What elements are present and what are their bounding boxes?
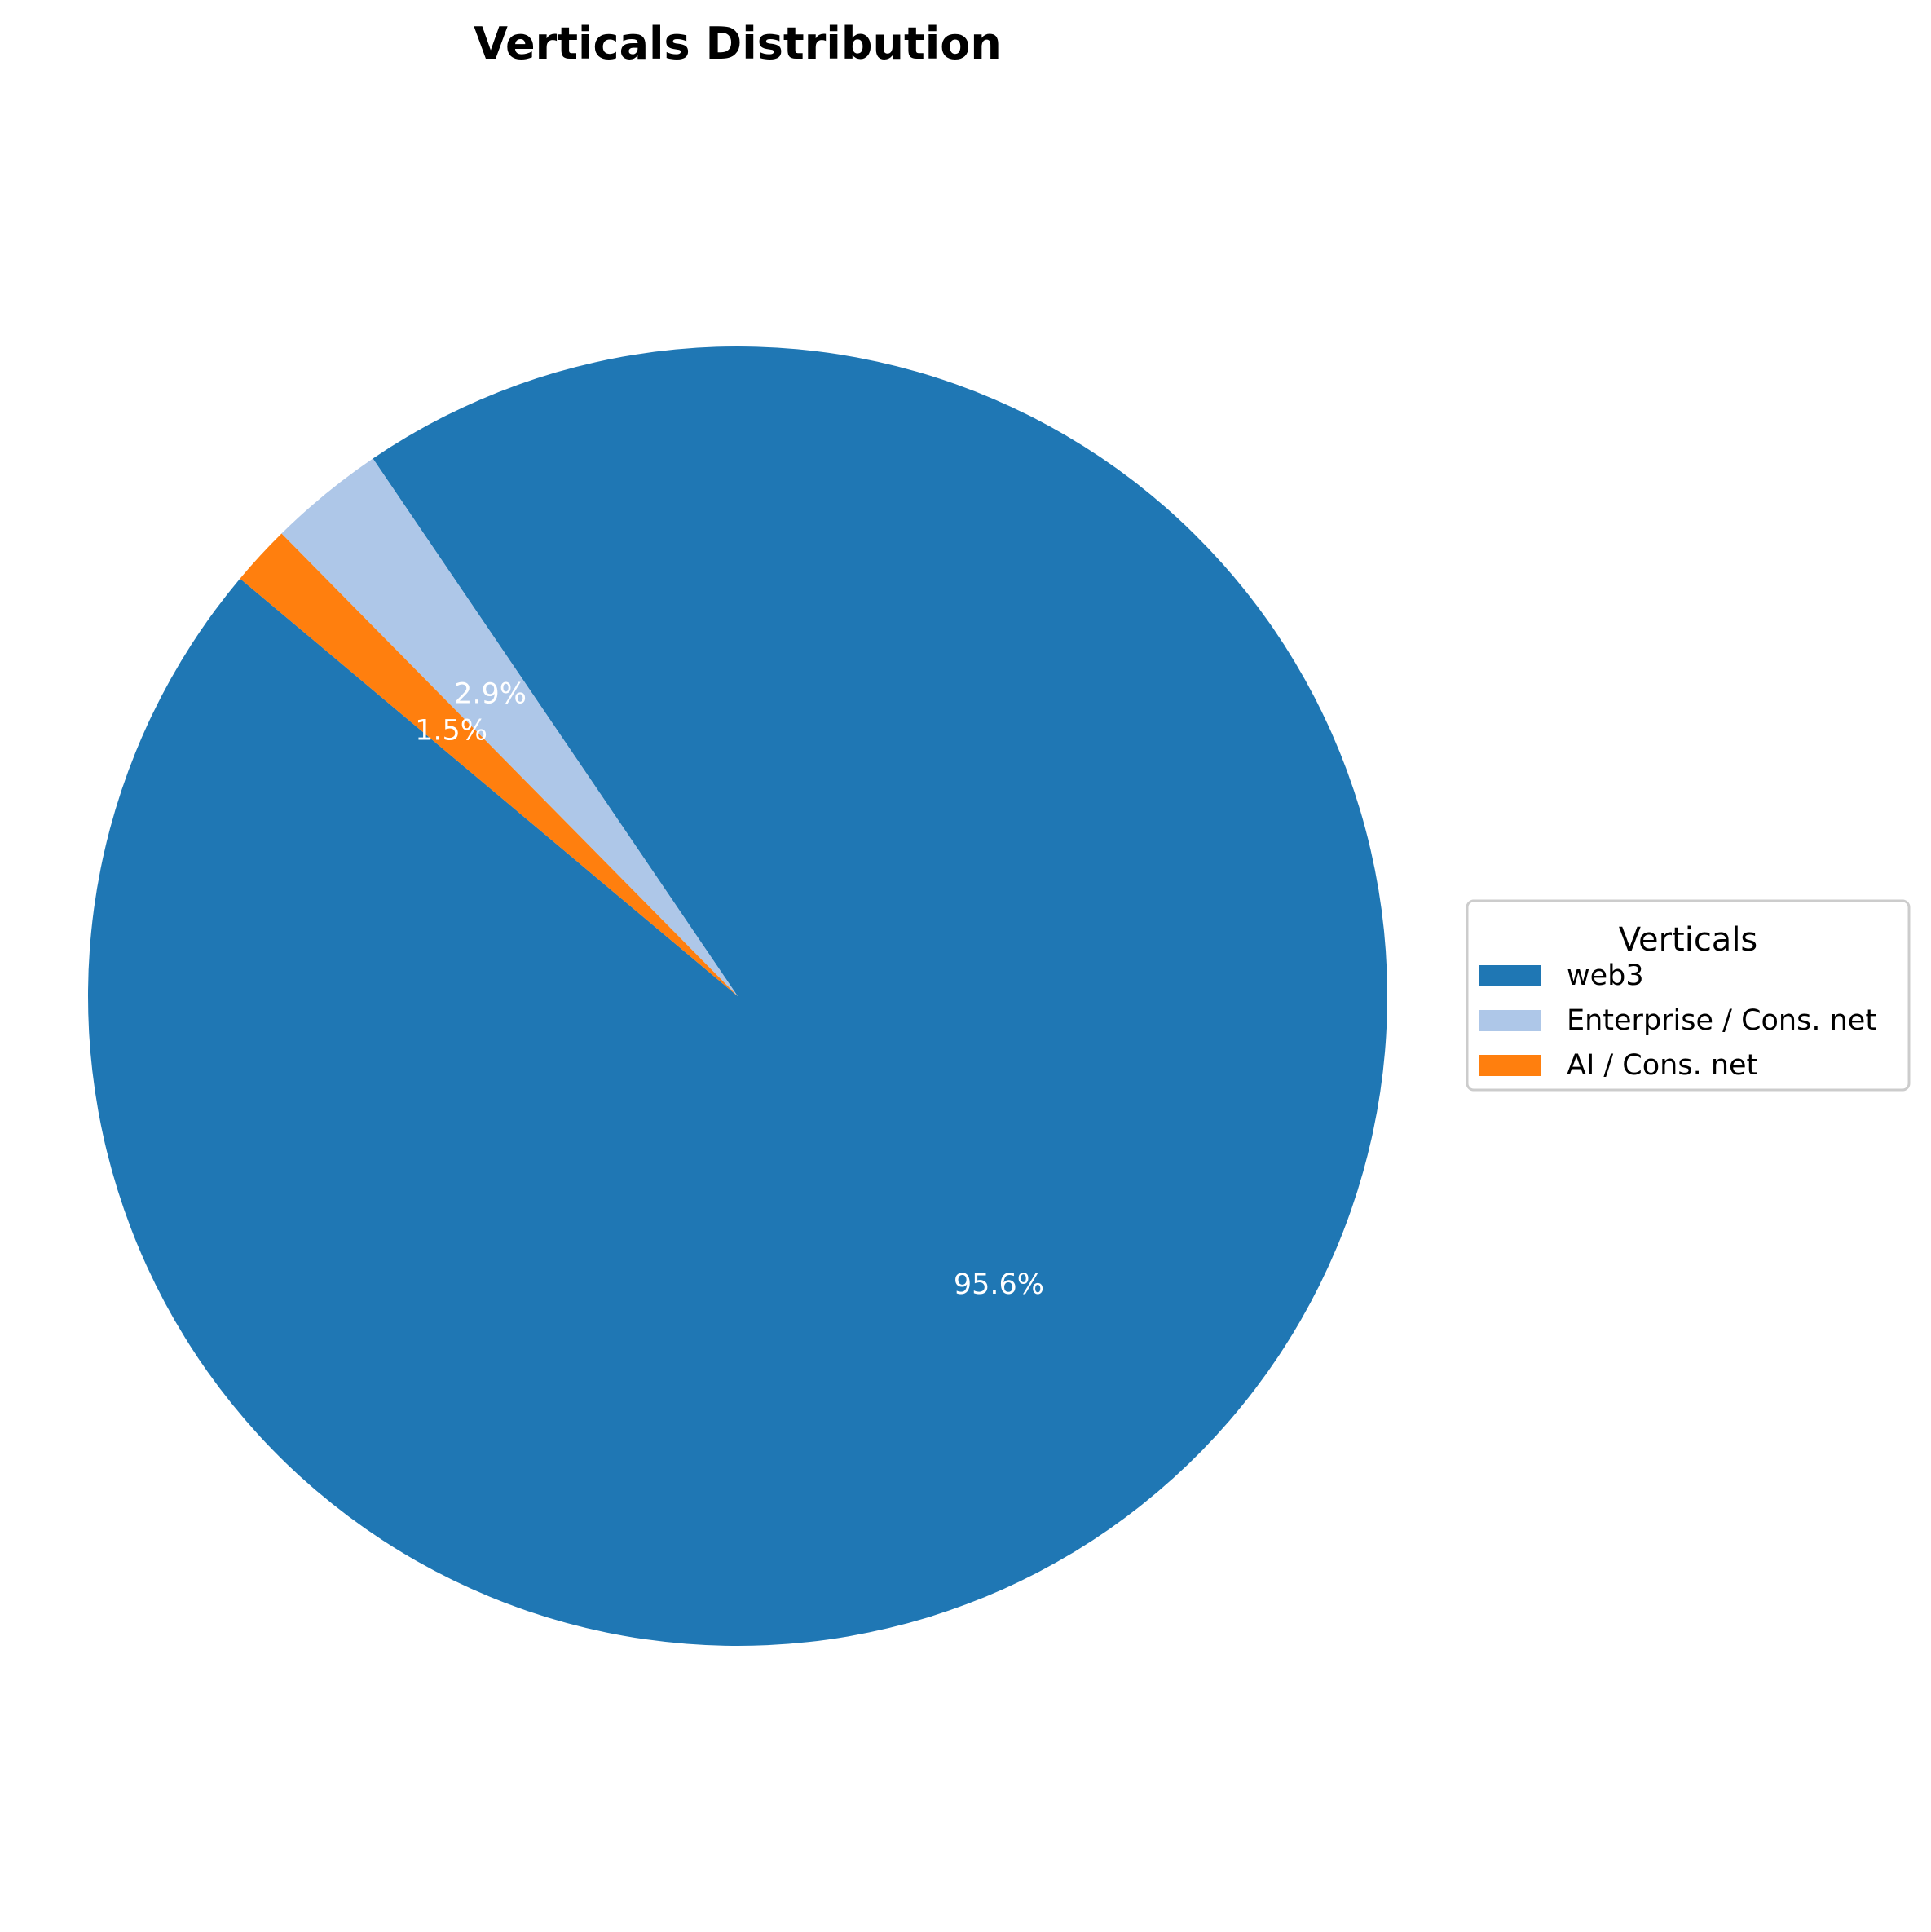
- pie-slices: [87, 346, 1388, 1646]
- legend-title: Verticals: [1619, 921, 1758, 959]
- legend-swatch-0: [1479, 965, 1541, 986]
- pie-slice-1: [281, 458, 738, 996]
- pie-slice-0: [87, 346, 1388, 1646]
- legend-swatch-1: [1479, 1010, 1541, 1031]
- pie-percent-label-1: 2.9%: [454, 677, 527, 710]
- legend-label-1: Enterprise / Cons. net: [1567, 1004, 1876, 1037]
- legend-label-0: web3: [1567, 959, 1644, 992]
- chart-title: Verticals Distribution: [474, 18, 1002, 69]
- legend: Verticals web3 Enterprise / Cons. net AI /…: [1466, 899, 1911, 1092]
- pie-percent-labels: 95.6% 2.9% 1.5%: [415, 677, 1044, 1301]
- legend-items: web3 Enterprise / Cons. net AI / Cons. net: [1479, 959, 1876, 1082]
- pie-slice-2: [240, 533, 738, 996]
- pie-percent-label-2: 1.5%: [415, 715, 487, 748]
- legend-swatch-2: [1479, 1055, 1541, 1076]
- legend-label-2: AI / Cons. net: [1567, 1049, 1757, 1082]
- legend-frame: [1466, 899, 1911, 1092]
- pie-percent-label-0: 95.6%: [954, 1268, 1044, 1301]
